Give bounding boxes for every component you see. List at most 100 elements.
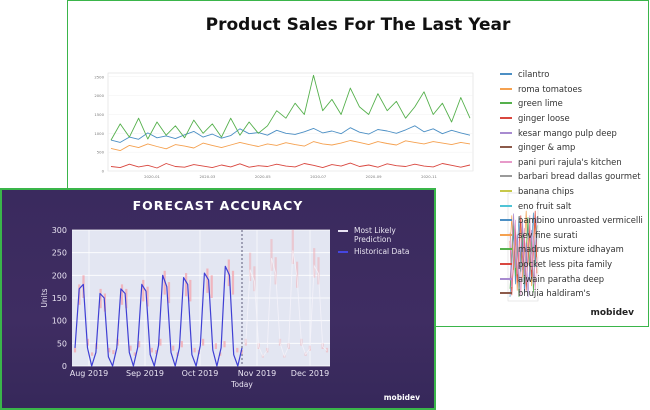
prediction-band: [163, 270, 166, 295]
prediction-band: [253, 266, 256, 292]
legend-label: madrus mixture idhayam: [518, 244, 624, 255]
prediction-band: [270, 239, 273, 271]
legend-swatch: [500, 175, 512, 178]
legend-item[interactable]: cilantro: [500, 67, 650, 82]
prediction-band: [317, 257, 320, 285]
y-tick-label: 200: [52, 271, 67, 280]
x-tick-label: 2020-11: [421, 174, 437, 179]
legend-item[interactable]: pocket less pita family: [500, 257, 650, 272]
prediction-band: [189, 279, 192, 302]
legend-label: sev fine surati: [518, 229, 578, 240]
x-tick-label: Dec 2019: [291, 369, 329, 378]
prediction-band: [73, 347, 77, 353]
legend-swatch: [500, 248, 512, 251]
legend-item[interactable]: ginger loose: [500, 111, 650, 126]
prediction-band: [223, 341, 226, 348]
x-axis-label: Today: [230, 380, 253, 389]
legend-swatch: [500, 292, 512, 295]
legend-swatch: [338, 230, 348, 232]
legend-swatch: [500, 233, 512, 236]
prediction-band: [99, 288, 102, 309]
prediction-band: [214, 343, 217, 349]
y-tick-label: 50: [57, 339, 67, 348]
legend-item[interactable]: madrus mixture idhayam: [500, 242, 650, 257]
secondary-series-line: [509, 215, 538, 296]
legend-item[interactable]: barbari bread dallas gourmet: [500, 169, 650, 184]
legend-item[interactable]: roma tomatoes: [500, 82, 650, 97]
legend: cilantro roma tomatoes green lime ginger lo…: [500, 67, 650, 301]
x-tick-label: Nov 2019: [238, 369, 277, 378]
legend-label: Most Likely Prediction: [354, 226, 396, 244]
legend-swatch: [500, 263, 512, 266]
y-tick-label: 1000: [94, 131, 104, 136]
y-tick-label: 300: [52, 226, 67, 235]
prediction-band: [172, 345, 175, 351]
prediction-band: [313, 248, 316, 278]
legend-item[interactable]: eno fruit salt: [500, 198, 650, 213]
legend-label: bambino unroasted vermicelli: [518, 215, 643, 226]
legend-swatch: [338, 251, 348, 253]
legend-item[interactable]: Historical Data: [338, 247, 416, 256]
series-line: [110, 162, 471, 169]
legend-label: barbari bread dallas gourmet: [518, 171, 641, 182]
legend-label: banana chips: [518, 186, 574, 197]
x-tick-label: 2020-07: [310, 174, 326, 179]
forecast-accuracy-card: FORECAST ACCURACY 0 50 100 150 200 250 300 Aug …: [0, 188, 436, 410]
legend-item[interactable]: green lime: [500, 96, 650, 111]
legend-item[interactable]: kesar mango pulp deep: [500, 125, 650, 140]
y-tick-label: 2000: [94, 93, 104, 98]
series-line: [110, 125, 471, 143]
legend-item[interactable]: banana chips: [500, 184, 650, 199]
x-tick-label: 2020-03: [199, 174, 215, 179]
legend-swatch: [500, 102, 512, 105]
prediction-band: [129, 345, 132, 351]
prediction-band: [155, 350, 158, 355]
prediction-line: [245, 250, 328, 358]
y-tick-label: 1500: [94, 112, 104, 117]
x-tick-label: 2020-01: [144, 174, 160, 179]
legend-item[interactable]: sev fine surati: [500, 228, 650, 243]
historical-line: [74, 265, 243, 367]
legend-item[interactable]: ginger & amp: [500, 140, 650, 155]
y-tick-label: 2500: [94, 74, 104, 79]
y-tick-label: 250: [52, 249, 67, 258]
y-tick-label: 0: [62, 362, 67, 371]
prediction-band: [167, 282, 171, 304]
legend-label: pani puri rajula's kitchen: [518, 156, 622, 167]
brand-logo: mobidev: [590, 308, 634, 318]
prediction-band: [146, 286, 149, 307]
series-line: [110, 140, 471, 152]
legend-label: cilantro: [518, 69, 550, 80]
legend-item[interactable]: ajwain paratha deep: [500, 271, 650, 286]
prediction-band: [274, 257, 277, 285]
product-sales-chart: 0 500 1000 1500 2000 2500 2020-01 2020-03 2020-0…: [94, 72, 539, 302]
legend-item[interactable]: pani puri rajula's kitchen: [500, 155, 650, 170]
prediction-band: [108, 347, 111, 353]
legend-item[interactable]: bambino unroasted vermicelli: [500, 213, 650, 228]
prediction-band: [112, 350, 115, 355]
prediction-band: [185, 273, 188, 297]
legend-swatch: [500, 146, 512, 149]
legend-swatch: [500, 190, 512, 193]
legend-swatch: [500, 73, 512, 76]
prediction-band: [142, 279, 145, 302]
prediction-band: [236, 347, 239, 353]
legend-label: green lime: [518, 98, 563, 109]
legend-item[interactable]: Most Likely Prediction: [338, 226, 416, 244]
prediction-band: [159, 338, 162, 346]
legend-swatch: [500, 219, 512, 222]
forecast-accuracy-chart: 0 50 100 150 200 250 300 Aug 2019 Sep 2019 Oct 20…: [40, 226, 330, 389]
prediction-band: [180, 341, 183, 348]
prediction-band: [210, 275, 213, 298]
legend-item[interactable]: bhujia haldiram's: [500, 286, 650, 301]
legend-label: Historical Data: [354, 247, 410, 256]
legend-swatch: [500, 160, 512, 163]
legend-label: ginger & amp: [518, 142, 576, 153]
prediction-band: [91, 352, 94, 356]
prediction-band: [231, 270, 235, 295]
x-tick-label: 2020-09: [366, 174, 382, 179]
prediction-band: [150, 347, 153, 353]
legend-swatch: [500, 87, 512, 90]
y-tick-label: 100: [52, 317, 67, 326]
x-tick-label: 2020-05: [255, 174, 271, 179]
